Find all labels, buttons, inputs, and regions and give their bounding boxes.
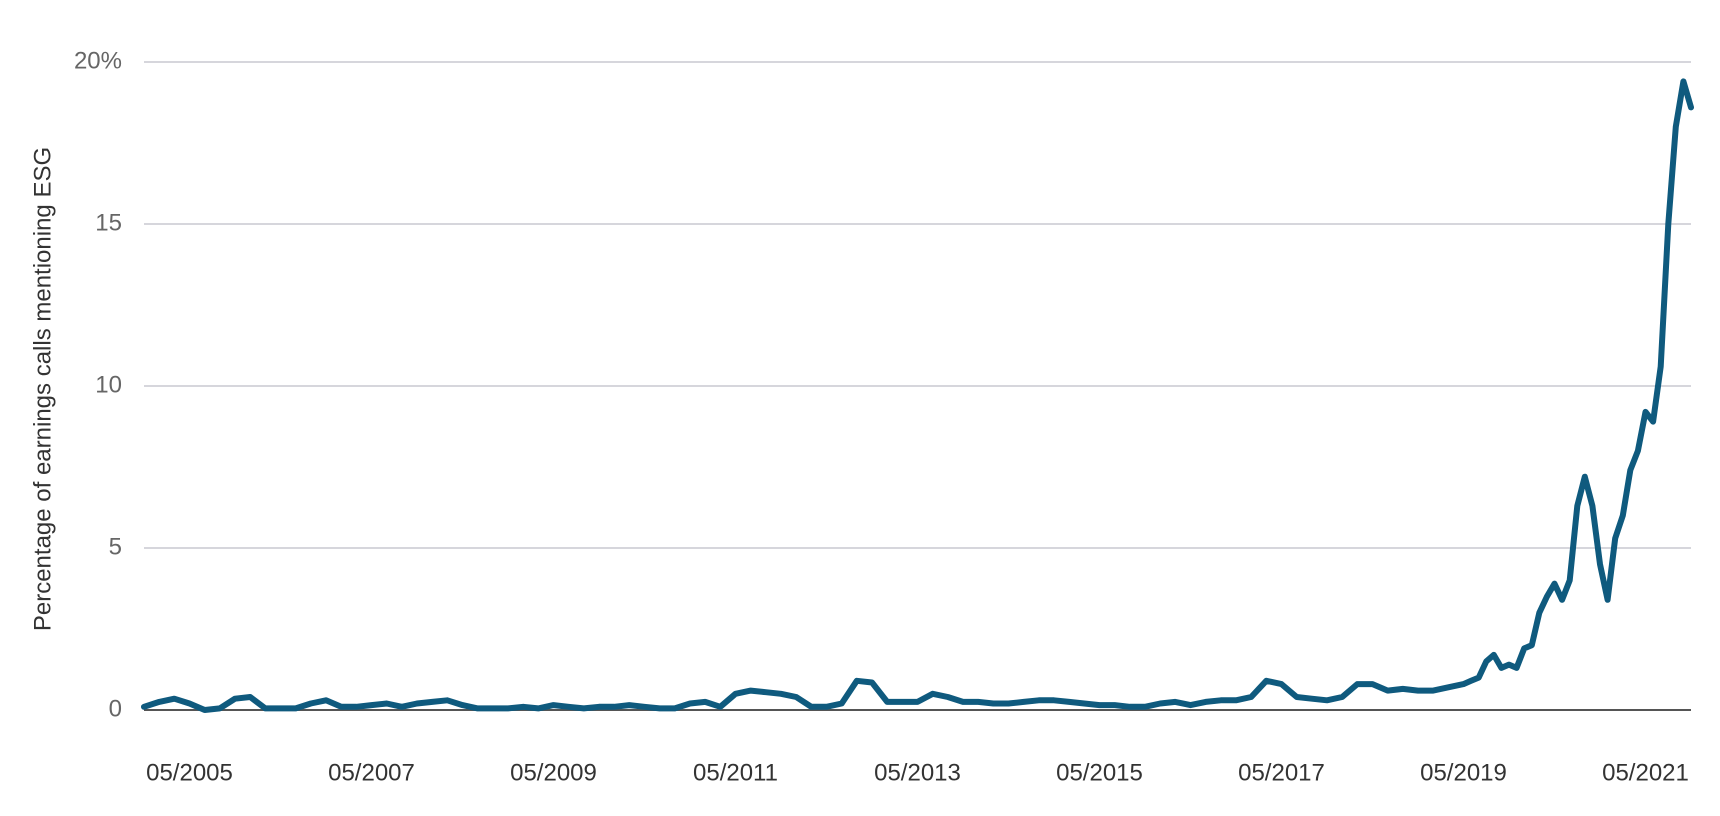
- x-tick-label: 05/2021: [1602, 759, 1689, 786]
- y-tick-label: 0: [109, 695, 122, 722]
- x-tick-label: 05/2005: [146, 759, 233, 786]
- x-tick-label: 05/2017: [1238, 759, 1325, 786]
- y-tick-label: 5: [109, 533, 122, 560]
- x-tick-label: 05/2007: [328, 759, 415, 786]
- x-tick-label: 05/2009: [510, 759, 597, 786]
- x-tick-label: 05/2013: [874, 759, 961, 786]
- x-tick-label: 05/2011: [693, 759, 778, 786]
- x-tick-label: 05/2015: [1056, 759, 1143, 786]
- y-tick-label: 20%: [74, 47, 122, 74]
- x-tick-label: 05/2019: [1420, 759, 1507, 786]
- y-axis-label: Percentage of earnings calls mentioning …: [29, 147, 56, 631]
- y-tick-label: 10: [95, 371, 122, 398]
- data-line: [141, 78, 1694, 713]
- y-tick-label: 15: [95, 209, 122, 236]
